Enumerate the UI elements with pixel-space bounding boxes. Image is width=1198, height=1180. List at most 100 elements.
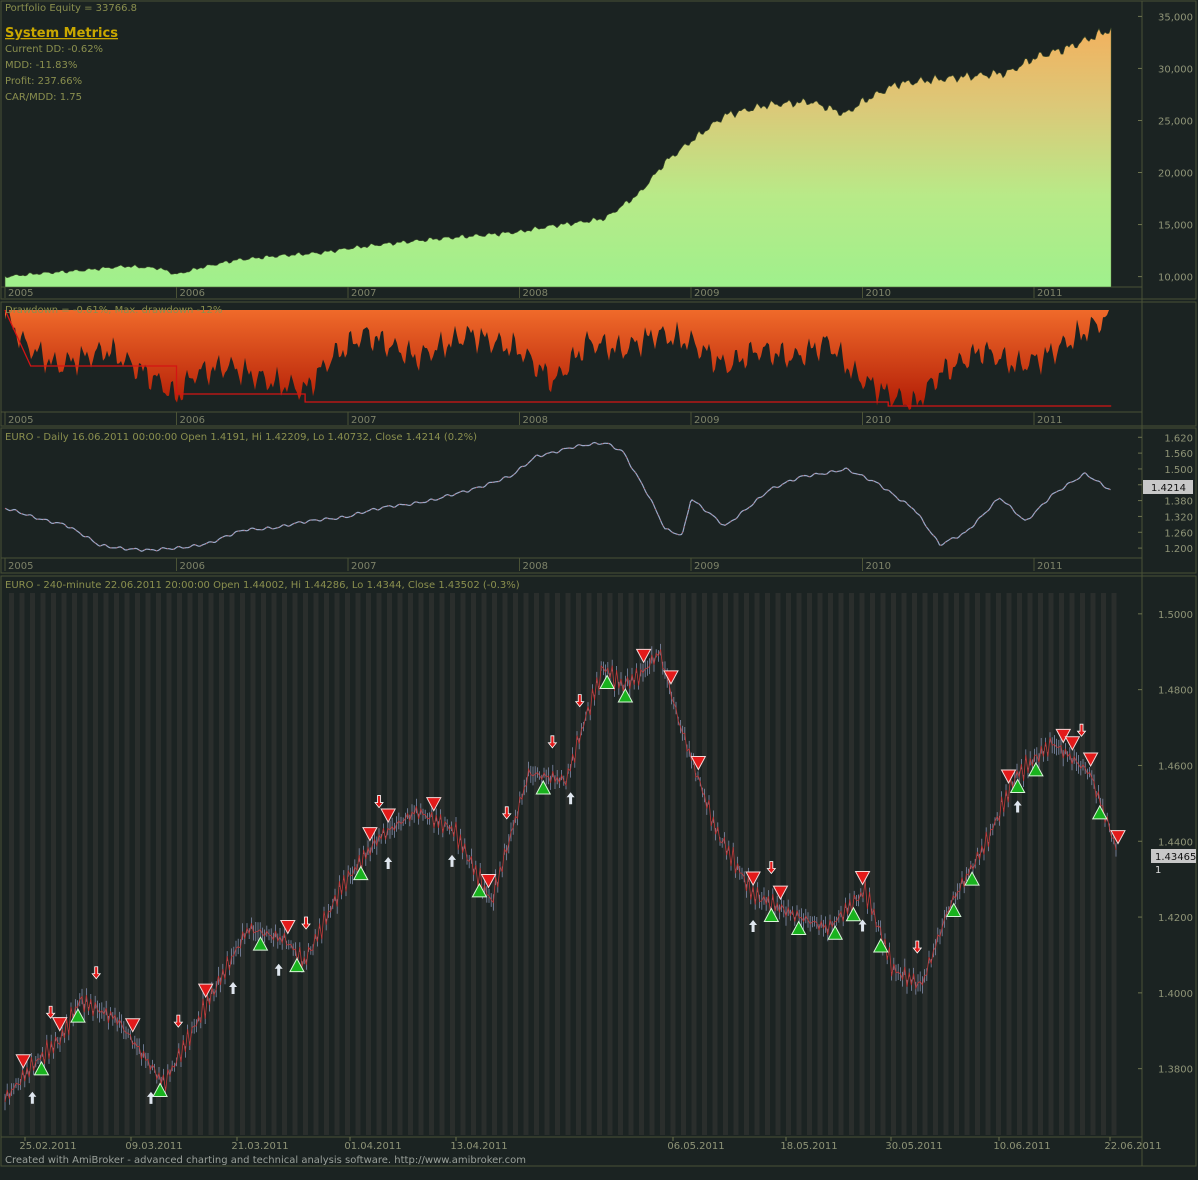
session-stripe (366, 593, 371, 1135)
intraday-xtick-1: 09.03.2011 (125, 1141, 182, 1152)
session-stripe (807, 593, 812, 1135)
sell-signal-triangle-13 (772, 885, 789, 901)
session-stripe (397, 593, 403, 1135)
buy-signal-triangle-11 (790, 920, 807, 936)
drawdown-xtick-2005: 2005 (8, 415, 33, 426)
short-arrow-0 (45, 1005, 56, 1019)
buy-signal-triangle-13 (845, 906, 862, 922)
equity-xtick-2010: 2010 (866, 288, 891, 299)
sell-signal-triangle-4 (279, 920, 296, 935)
session-stripe (492, 593, 497, 1135)
session-stripe (691, 593, 697, 1135)
session-stripe (901, 593, 907, 1135)
max-drawdown-line (4, 309, 1112, 407)
buy-signal-triangle-2 (152, 1082, 168, 1097)
short-arrow-8 (766, 861, 777, 875)
equity-ytick-3: 20,000 (1158, 169, 1193, 180)
session-stripe (19, 593, 25, 1135)
daily-xtick-2011: 2011 (1037, 561, 1062, 572)
session-stripe (702, 593, 707, 1135)
drawdown-xtick-2006: 2006 (180, 415, 205, 426)
equity-ytick-0: 35,000 (1158, 12, 1193, 23)
session-stripe (93, 593, 98, 1135)
session-stripe (1006, 593, 1012, 1135)
equity-xtick-2006: 2006 (180, 288, 205, 299)
session-stripe (72, 593, 77, 1135)
equity-xtick-2009: 2009 (694, 288, 719, 299)
session-stripe (460, 593, 466, 1135)
short-arrow-1 (91, 966, 102, 980)
intraday-ytick-2: 1.4600 (1158, 761, 1193, 772)
buy-signal-triangle-5 (352, 865, 369, 881)
session-stripe (765, 593, 770, 1135)
intraday-ytick-3: 1.4400 (1158, 837, 1193, 848)
intraday-ytick-5: 1.4000 (1158, 989, 1193, 1000)
intraday-pane-title: EURO - 240-minute 22.06.2011 20:00:00 Op… (5, 580, 520, 591)
sell-signal-triangle-7 (425, 797, 442, 812)
sell-signal-triangle-8 (480, 873, 497, 889)
session-stripe (1059, 593, 1064, 1135)
daily-pane-title: EURO - Daily 16.06.2011 00:00:00 Open 1.… (5, 432, 477, 443)
cover-arrow-7 (749, 920, 758, 933)
session-stripe (271, 593, 277, 1135)
session-stripe (586, 593, 592, 1135)
sell-signal-triangle-16 (1055, 728, 1072, 744)
daily-ytick-7: 1.200 (1164, 544, 1193, 555)
equity-ytick-2: 25,000 (1158, 116, 1193, 127)
session-stripe (313, 593, 319, 1135)
session-stripe (975, 593, 980, 1135)
session-stripe (996, 593, 1001, 1135)
session-stripe (334, 593, 340, 1135)
footer-credit: Created with AmiBroker - advanced charti… (5, 1155, 526, 1166)
sell-signal-triangle-9 (635, 648, 652, 664)
intraday-price-line (4, 649, 1117, 1103)
session-stripe (439, 593, 445, 1135)
intraday-ytick-1: 1.4800 (1158, 686, 1193, 697)
session-stripe (943, 593, 949, 1135)
session-stripe (1038, 593, 1043, 1135)
drawdown-pane-title: Drawdown = -0.61%, Max. drawdown -12% (5, 305, 222, 316)
session-stripe (30, 593, 35, 1135)
intraday-xtick-2: 21.03.2011 (231, 1141, 288, 1152)
session-stripe (103, 593, 109, 1135)
session-stripe (1069, 593, 1075, 1135)
session-stripe (618, 593, 623, 1135)
session-stripe (177, 593, 182, 1135)
session-stripe (859, 593, 865, 1135)
session-stripe (828, 593, 833, 1135)
session-stripe (1080, 593, 1085, 1135)
equity-pane-title: Portfolio Equity = 33766.8 (5, 3, 137, 14)
short-arrow-3 (301, 916, 311, 930)
session-stripe (324, 593, 329, 1135)
drawdown-xtick-2007: 2007 (351, 415, 376, 426)
session-stripe (639, 593, 644, 1135)
intraday-xtick-8: 10.06.2011 (993, 1141, 1050, 1152)
session-stripe (922, 593, 928, 1135)
session-stripe (670, 593, 676, 1135)
intraday-xtick-7: 30.05.2011 (885, 1141, 942, 1152)
system-metrics-title: System Metrics (5, 26, 118, 41)
buy-signal-triangle-4 (289, 957, 305, 973)
short-arrow-9 (912, 940, 923, 954)
sell-signal-triangle-6 (380, 808, 397, 824)
short-arrow-10 (1076, 723, 1087, 737)
session-stripe (124, 593, 130, 1135)
equity-area (4, 27, 1112, 288)
daily-ytick-4: 1.380 (1164, 497, 1193, 508)
session-stripe (555, 593, 560, 1135)
daily-xtick-2010: 2010 (866, 561, 891, 572)
session-stripe (471, 593, 476, 1135)
cover-arrow-3 (274, 963, 283, 976)
sell-signal-triangle-2 (124, 1018, 141, 1033)
session-stripe (61, 593, 67, 1135)
drawdown-xtick-2009: 2009 (694, 415, 719, 426)
buy-signal-triangle-19 (1091, 804, 1108, 820)
short-arrow-2 (173, 1014, 184, 1028)
buy-signal-triangle-17 (1009, 778, 1026, 794)
daily-price-pane[interactable] (0, 427, 1197, 574)
session-stripe (607, 593, 613, 1135)
session-stripe (786, 593, 791, 1135)
metric-car-mdd: CAR/MDD: 1.75 (5, 92, 82, 103)
